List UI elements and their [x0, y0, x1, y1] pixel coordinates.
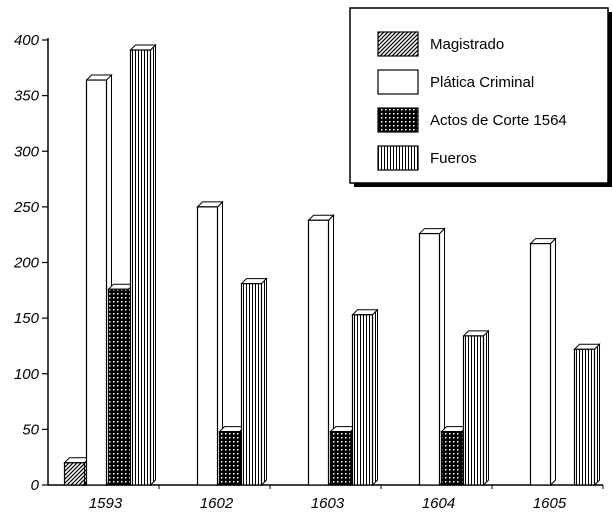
legend-swatch	[377, 145, 419, 171]
bar	[529, 242, 552, 486]
bar	[63, 462, 86, 486]
bar-side	[483, 329, 489, 487]
bar	[240, 283, 263, 486]
bar-top	[129, 44, 157, 51]
legend-swatch	[377, 31, 419, 57]
bar-top	[240, 278, 268, 285]
legend-swatch	[377, 107, 419, 133]
bar-side	[150, 43, 156, 487]
bar-side	[372, 308, 378, 487]
bar-top	[351, 309, 379, 316]
bar-top	[85, 74, 113, 81]
y-tick-label: 100	[14, 366, 40, 383]
bar-top	[329, 426, 357, 433]
legend-label: Fueros	[430, 150, 477, 167]
y-tick-label: 300	[14, 143, 40, 160]
bar	[196, 206, 219, 486]
bar-top	[440, 426, 468, 433]
x-tick-label: 1603	[311, 495, 345, 512]
legend-label: Magistrado	[430, 36, 504, 53]
y-tick-label: 400	[14, 32, 40, 49]
legend-label: Plática Criminal	[430, 74, 534, 91]
bar-top	[218, 426, 246, 433]
bar	[329, 431, 352, 486]
bar-side	[550, 237, 556, 487]
bar-top	[529, 238, 557, 245]
legend-swatch	[377, 69, 419, 95]
bar	[440, 431, 463, 486]
bar	[129, 49, 152, 486]
bar	[573, 348, 596, 486]
bar-top	[307, 214, 335, 221]
bar	[307, 219, 330, 486]
bar-top	[462, 330, 490, 337]
bar-side	[261, 277, 267, 487]
bar-top	[63, 457, 91, 464]
y-tick-label: 0	[31, 477, 40, 494]
bar-top	[107, 283, 135, 290]
y-tick-label: 200	[13, 255, 40, 272]
y-tick-label: 250	[13, 199, 40, 216]
x-tick-label: 1593	[89, 495, 123, 512]
y-tick-label: 150	[14, 310, 40, 327]
bar	[418, 232, 441, 486]
bars	[63, 43, 601, 487]
bar	[85, 79, 108, 486]
bar-top	[418, 228, 446, 235]
bar	[218, 431, 241, 486]
x-tick-label: 1602	[200, 495, 234, 512]
bar	[107, 288, 130, 486]
legend-label: Actos de Corte 1564	[430, 112, 567, 129]
y-tick-label: 350	[14, 88, 40, 105]
x-tick-label: 1605	[533, 495, 567, 512]
bar-side	[594, 343, 600, 487]
bar-top	[573, 343, 601, 350]
legend: Magistrado Plática Criminal Actos de Corte…	[349, 7, 612, 187]
y-tick-label: 50	[22, 421, 39, 438]
bar-top	[196, 201, 224, 208]
x-tick-label: 1604	[422, 495, 455, 512]
bar	[462, 335, 485, 486]
bar	[351, 314, 374, 486]
axes: 0 50 100 150 200 250 300 350 400 1593 1602 1603 1604…	[13, 32, 604, 512]
